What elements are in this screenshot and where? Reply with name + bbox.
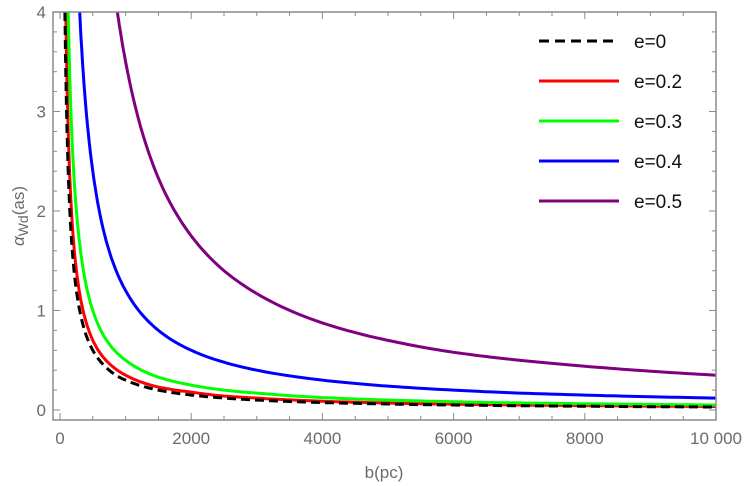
- x-tick-label: 6000: [435, 429, 473, 448]
- curve-e-0-3: [66, 12, 716, 407]
- legend-label: e=0.2: [634, 72, 682, 93]
- y-tick-labels: 0 1 2 3 4: [37, 3, 46, 420]
- axis-ticks: [53, 11, 717, 420]
- plot-frame: [52, 11, 717, 421]
- curve-e-0: [63, 12, 716, 409]
- y-axis-title-sub: Wd: [15, 215, 31, 236]
- x-tick-label: 4000: [303, 429, 341, 448]
- legend: e=0 e=0.2 e=0.3 e=0.4 e=0.5: [539, 32, 683, 213]
- legend-item-e-0-3: e=0.3: [539, 112, 682, 133]
- legend-item-e-0-5: e=0.5: [539, 192, 682, 213]
- curve-e-0-4: [78, 12, 716, 400]
- legend-label: e=0: [634, 32, 666, 53]
- y-tick-label: 1: [37, 302, 46, 321]
- y-axis-title: αWd(as): [9, 186, 31, 246]
- x-tick-label: 0: [55, 429, 64, 448]
- y-axis-title-main: α: [9, 235, 28, 246]
- y-tick-label: 3: [37, 103, 46, 122]
- legend-label: e=0.3: [634, 112, 682, 133]
- legend-item-e-0: e=0: [539, 32, 666, 53]
- curves: [63, 12, 716, 409]
- y-tick-label: 2: [37, 202, 46, 221]
- y-tick-label: 0: [37, 401, 46, 420]
- x-tick-label: 8000: [566, 429, 604, 448]
- y-tick-label: 4: [37, 3, 46, 22]
- x-axis-title: b(pc): [365, 463, 404, 482]
- y-axis-title-tail: (as): [9, 186, 28, 215]
- legend-label: e=0.5: [634, 192, 682, 213]
- legend-item-e-0-4: e=0.4: [539, 152, 683, 173]
- plot-background: [53, 12, 716, 420]
- x-tick-label: 10 000: [690, 429, 742, 448]
- legend-item-e-0-2: e=0.2: [539, 72, 682, 93]
- curve-e-0-5: [115, 12, 716, 377]
- legend-label: e=0.4: [634, 152, 683, 173]
- x-tick-label: 2000: [172, 429, 210, 448]
- x-tick-labels: 0 2000 4000 6000 8000 10 000: [55, 429, 742, 448]
